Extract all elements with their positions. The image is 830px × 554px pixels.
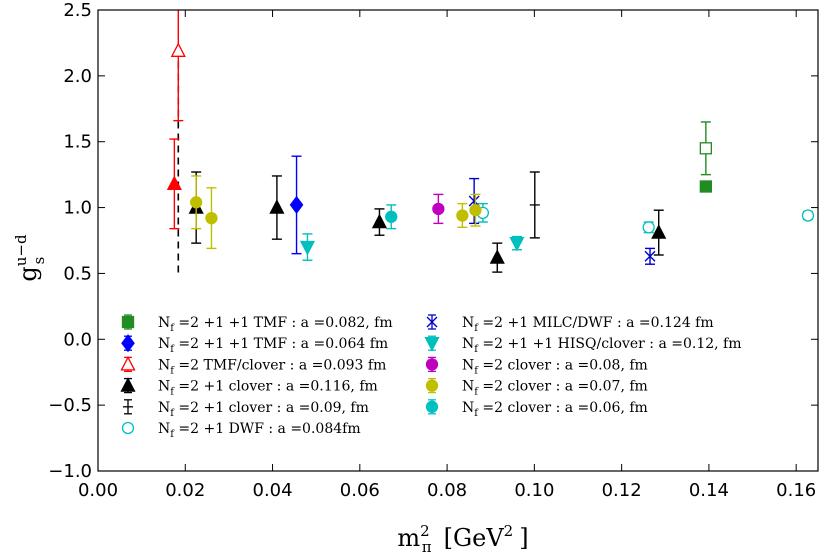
data-point xyxy=(699,180,713,193)
y-tick-label: −0.5 xyxy=(48,395,92,416)
series-3 xyxy=(188,171,667,273)
series-4 xyxy=(529,171,540,239)
legend-label: Nf =2 +1 +1 TMF : a =0.082, fm xyxy=(158,315,393,334)
data-point xyxy=(489,249,505,264)
legend-item: Nf =2 +1 +1 TMF : a =0.064 fm xyxy=(121,334,388,355)
y-tick-label: 0.0 xyxy=(63,329,92,350)
data-point xyxy=(509,236,525,252)
y-tick-label: −1.0 xyxy=(48,461,92,482)
data-point xyxy=(190,196,203,209)
x-tick-label: 0.16 xyxy=(776,480,816,501)
legend-marker xyxy=(425,400,439,413)
series-2 xyxy=(170,10,186,122)
plot-frame xyxy=(97,9,819,472)
series-1 xyxy=(289,155,304,255)
legend-item: Nf =2 clover : a =0.07, fm xyxy=(425,377,648,398)
data-point xyxy=(170,42,186,57)
series-8 xyxy=(432,193,445,225)
legend-label: Nf =2 +1 MILC/DWF : a =0.124 fm xyxy=(462,315,714,334)
legend-item: Nf =2 +1 DWF : a =0.084fm xyxy=(121,421,361,440)
data-point xyxy=(468,195,480,207)
legend-label: Nf =2 +1 clover : a =0.116, fm xyxy=(158,379,378,398)
x-tick-label: 0.04 xyxy=(253,480,293,501)
x-tick-label: 0.06 xyxy=(340,480,380,501)
y-tick-label: 1.0 xyxy=(63,198,92,219)
data-point xyxy=(205,211,218,225)
series-6 xyxy=(468,177,656,265)
series-5 xyxy=(476,202,815,234)
y-tick-label: 2.0 xyxy=(63,66,92,87)
legend-label: Nf =2 clover : a =0.08, fm xyxy=(462,357,648,376)
legend-marker xyxy=(424,337,440,352)
legend-item: Nf =2 TMF/clover : a =0.093 fm xyxy=(120,355,386,376)
legend: Nf =2 +1 +1 TMF : a =0.082, fm Nf =2 +1 +… xyxy=(120,314,742,440)
legend-item: Nf =2 +1 MILC/DWF : a =0.124 fm xyxy=(426,314,714,334)
legend-label: Nf =2 +1 +1 HISQ/clover : a =0.12, fm xyxy=(462,336,742,355)
data-point xyxy=(642,221,655,234)
legend-item: Nf =2 clover : a =0.08, fm xyxy=(425,356,648,376)
legend-marker xyxy=(121,334,135,353)
series-9 xyxy=(190,175,482,250)
x-axis-title: m2 π [GeV2] xyxy=(397,522,528,554)
legend-item: Nf =2 clover : a =0.06, fm xyxy=(425,399,648,419)
series-0 xyxy=(699,180,713,193)
legend-item: Nf =2 +1 +1 HISQ/clover : a =0.12, fm xyxy=(424,335,742,355)
legend-marker xyxy=(425,379,439,392)
series-10 xyxy=(385,204,398,230)
legend-marker xyxy=(121,315,135,329)
data-point xyxy=(289,195,304,215)
series-7 xyxy=(299,233,525,261)
y-tick-label: 0.5 xyxy=(63,263,92,284)
legend-item: Nf =2 +1 clover : a =0.116, fm xyxy=(120,377,378,398)
data-point xyxy=(469,204,482,217)
y-tick-label: 1.5 xyxy=(63,132,92,153)
legend-label: Nf =2 clover : a =0.07, fm xyxy=(462,379,648,398)
x-tick-label: 0.00 xyxy=(78,480,118,501)
legend-marker xyxy=(120,377,136,392)
data-point xyxy=(456,209,469,222)
x-tick-label: 0.12 xyxy=(602,480,642,501)
legend-marker xyxy=(120,355,136,371)
data-point xyxy=(385,210,398,223)
legend-label: Nf =2 +1 DWF : a =0.084fm xyxy=(158,421,361,440)
data-point xyxy=(166,175,182,191)
data-point xyxy=(699,142,713,155)
legend-label: Nf =2 +1 +1 TMF : a =0.064 fm xyxy=(158,336,388,355)
y-tick-label: 2.5 xyxy=(63,0,92,21)
legend-item: Nf =2 +1 +1 TMF : a =0.082, fm xyxy=(121,314,393,334)
axes: 0.00 0.02 0.04 0.06 0.08 0.10 0.12 0.14 0.16 −1.0… xyxy=(12,0,819,554)
legend-marker xyxy=(121,421,135,435)
data-point xyxy=(269,199,285,214)
legend-label: Nf =2 TMF/clover : a =0.093 fm xyxy=(158,357,386,376)
plot-area xyxy=(166,10,815,274)
data-point xyxy=(432,202,445,216)
data-point xyxy=(371,213,388,229)
x-tick-label: 0.14 xyxy=(689,480,729,501)
legend-label: Nf =2 clover : a =0.06, fm xyxy=(462,400,648,419)
data-point xyxy=(801,209,815,222)
extra-points xyxy=(166,121,713,230)
data-point xyxy=(299,240,316,256)
x-tick-label: 0.02 xyxy=(165,480,205,501)
legend-item: Nf =2 +1 clover : a =0.09, fm xyxy=(123,399,369,419)
y-axis-title: gu−ds xyxy=(12,234,48,282)
x-tick-label: 0.08 xyxy=(427,480,467,501)
x-tick-label: 0.10 xyxy=(514,480,554,501)
legend-marker xyxy=(425,358,439,371)
legend-marker xyxy=(426,316,438,328)
data-marks xyxy=(166,10,815,274)
legend-label: Nf =2 +1 clover : a =0.09, fm xyxy=(158,400,369,419)
data-point xyxy=(644,250,656,262)
data-point xyxy=(651,224,667,239)
